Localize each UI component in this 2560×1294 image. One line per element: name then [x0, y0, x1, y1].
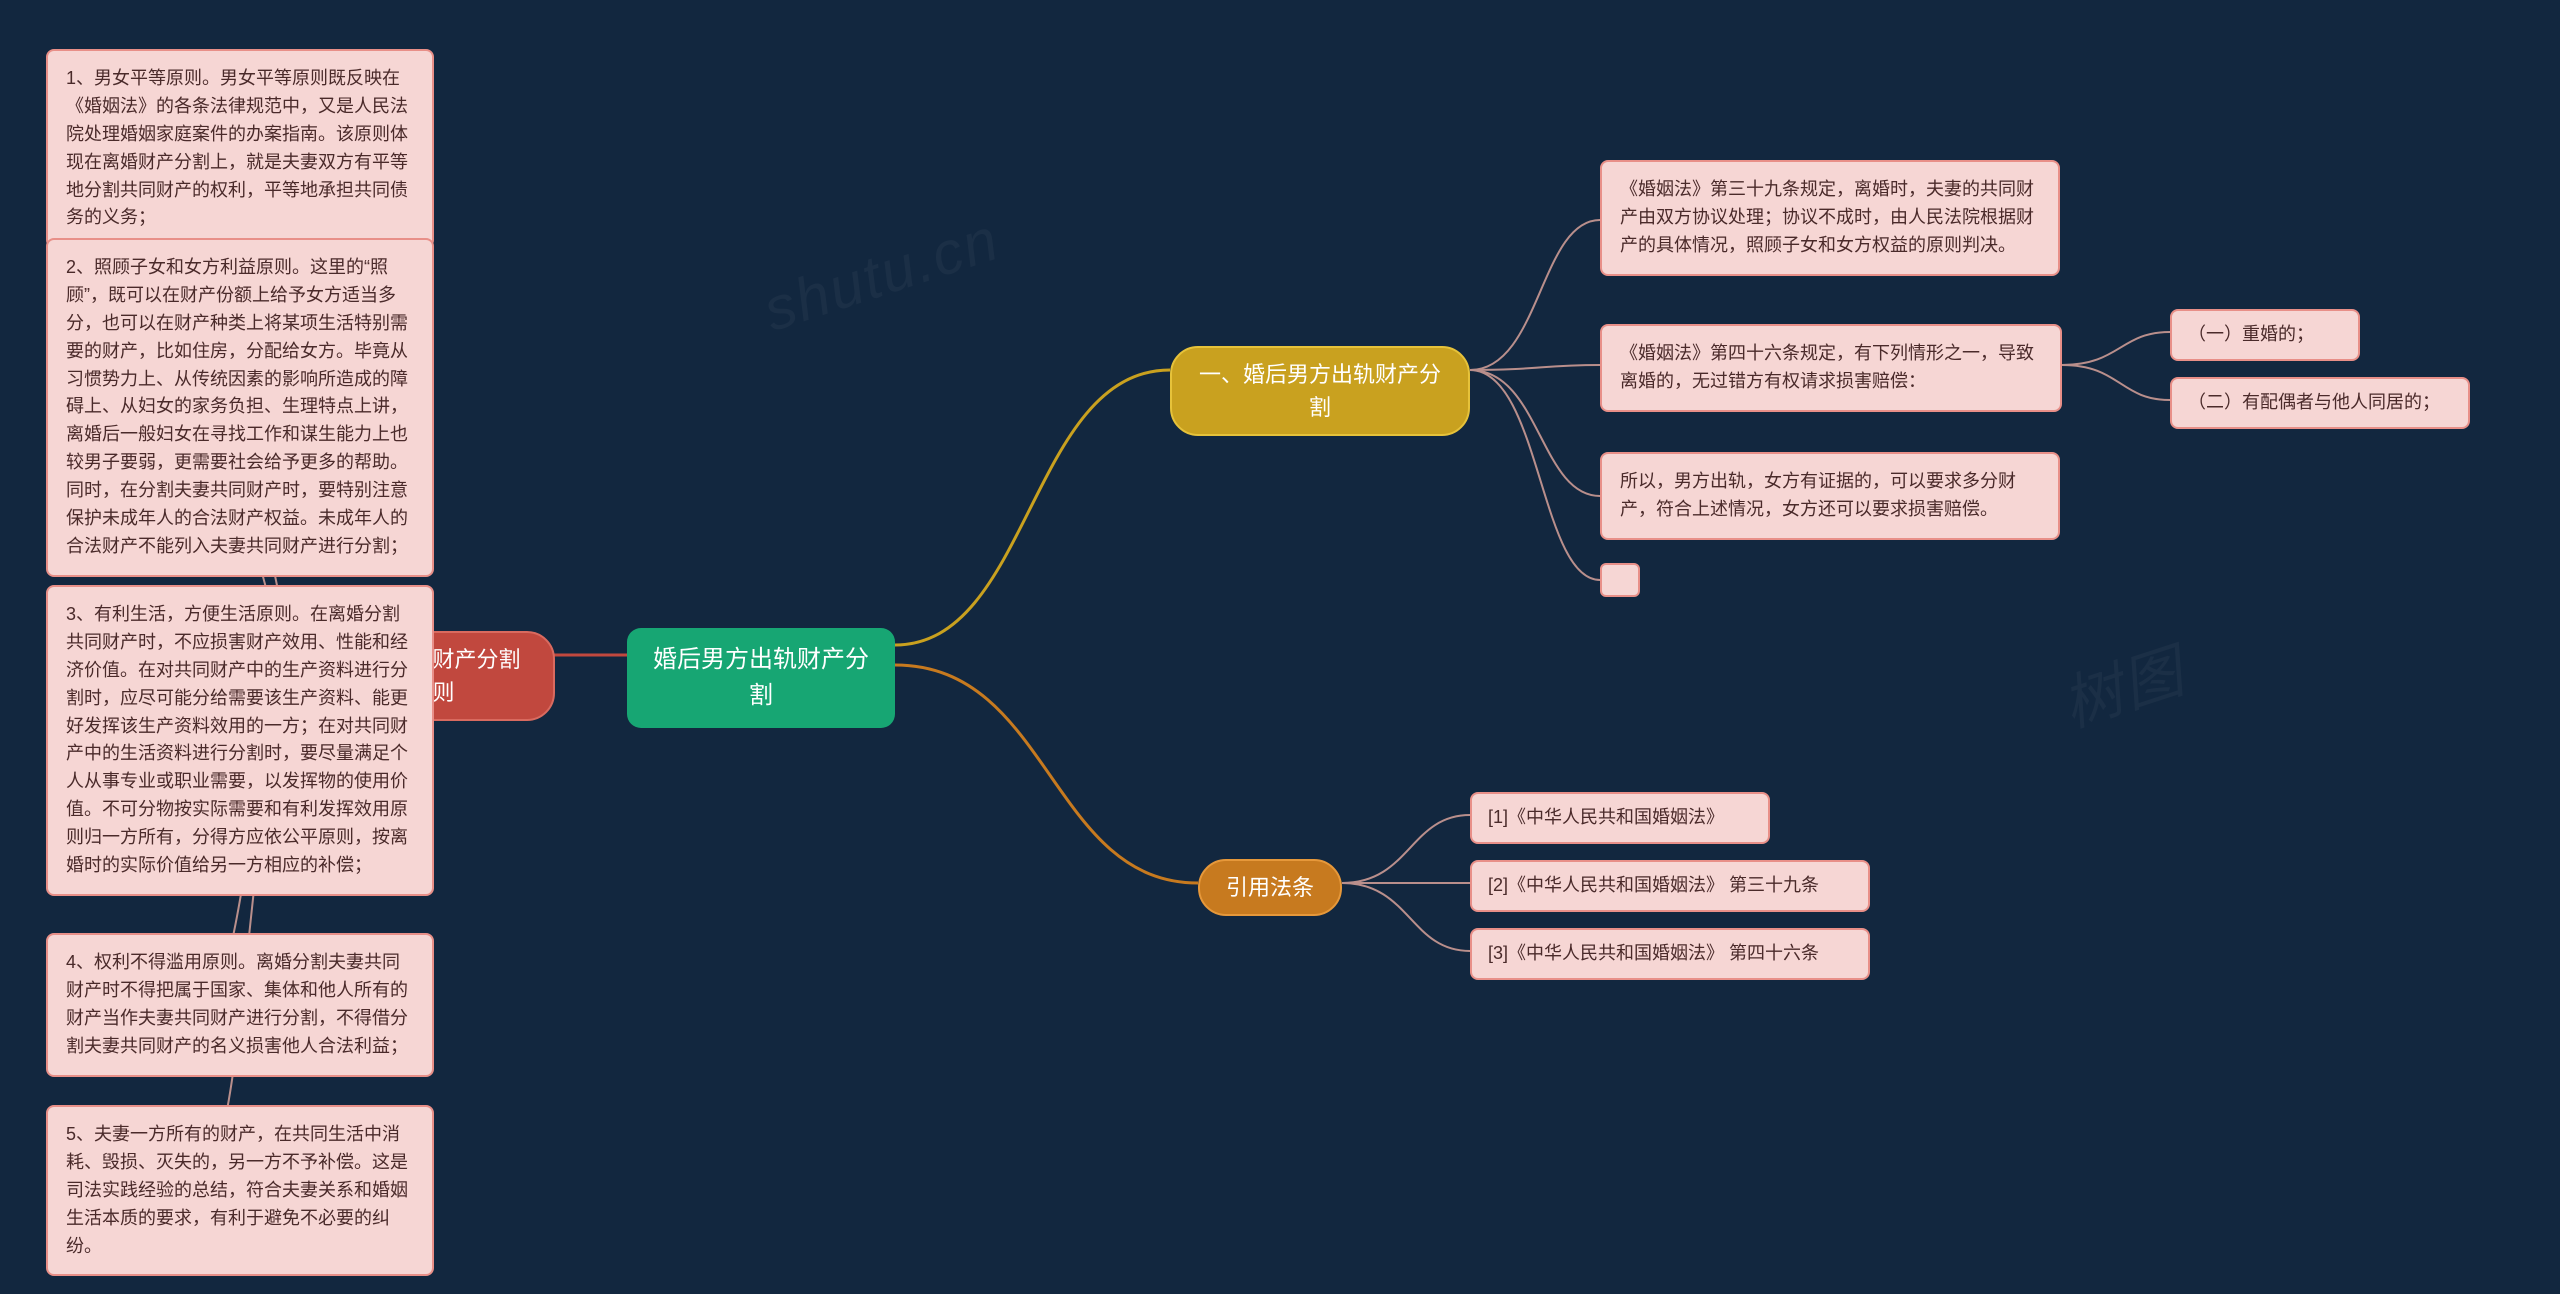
b1-leaf-2-child-1[interactable]: （一）重婚的； — [2170, 309, 2360, 361]
b1-leaf-2[interactable]: 《婚姻法》第四十六条规定，有下列情形之一，导致离婚的，无过错方有权请求损害赔偿： — [1600, 324, 2062, 412]
branch-1[interactable]: 一、婚后男方出轨财产分割 — [1170, 346, 1470, 436]
b1-leaf-3[interactable]: 所以，男方出轨，女方有证据的，可以要求多分财产，符合上述情况，女方还可以要求损害… — [1600, 452, 2060, 540]
b2-leaf-1[interactable]: 1、男女平等原则。男女平等原则既反映在《婚姻法》的各条法律规范中，又是人民法院处… — [46, 49, 434, 248]
b2-leaf-5[interactable]: 5、夫妻一方所有的财产，在共同生活中消耗、毁损、灭失的，另一方不予补偿。这是司法… — [46, 1105, 434, 1276]
b2-leaf-4[interactable]: 4、权利不得滥用原则。离婚分割夫妻共同财产时不得把属于国家、集体和他人所有的财产… — [46, 933, 434, 1077]
b2-leaf-3[interactable]: 3、有利生活，方便生活原则。在离婚分割共同财产时，不应损害财产效用、性能和经济价… — [46, 585, 434, 896]
b3-leaf-3[interactable]: [3]《中华人民共和国婚姻法》 第四十六条 — [1470, 928, 1870, 980]
branch-3[interactable]: 引用法条 — [1198, 859, 1342, 916]
watermark-right: 树图 — [2050, 623, 2195, 744]
b1-leaf-empty[interactable] — [1600, 563, 1640, 597]
watermark-left: shutu.cn — [755, 204, 1007, 345]
b1-leaf-1[interactable]: 《婚姻法》第三十九条规定，离婚时，夫妻的共同财产由双方协议处理；协议不成时，由人… — [1600, 160, 2060, 276]
b3-leaf-2[interactable]: [2]《中华人民共和国婚姻法》 第三十九条 — [1470, 860, 1870, 912]
b2-leaf-2[interactable]: 2、照顾子女和女方利益原则。这里的“照顾”，既可以在财产份额上给予女方适当多分，… — [46, 238, 434, 577]
b1-leaf-2-child-2[interactable]: （二）有配偶者与他人同居的； — [2170, 377, 2470, 429]
b3-leaf-1[interactable]: [1]《中华人民共和国婚姻法》 — [1470, 792, 1770, 844]
root-node[interactable]: 婚后男方出轨财产分割 — [627, 628, 895, 728]
